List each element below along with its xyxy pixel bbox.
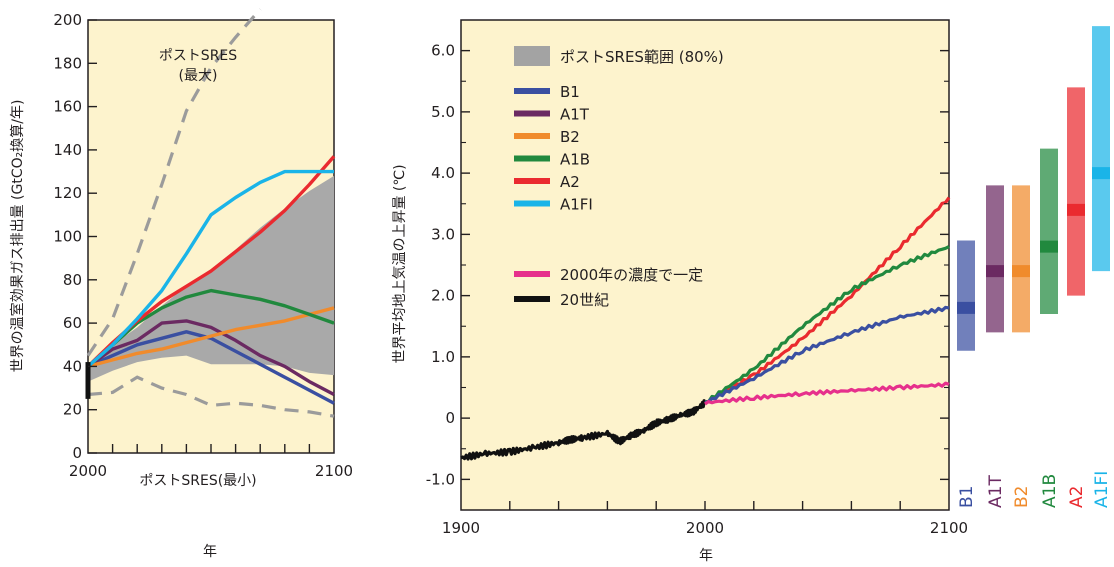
range-bar-best-b1 [957,301,975,314]
temperature-y-tick-label: 5.0 [431,103,455,121]
temperature-y-axis-label: 世界平均地上気温の上昇量 (℃) [392,164,408,363]
temperature-series-layer [460,196,951,461]
range-bar-a2 [1067,87,1085,296]
legend-swatch-a2 [514,178,550,184]
temperature-series-2000 [704,381,950,406]
range-bar-label-a1fi: A1FI [1092,471,1112,508]
temperature-series-a2 [704,196,951,404]
temperature-series-a1b [704,245,950,404]
legend-swatch-extra-1 [514,271,550,277]
emissions-y-tick-label: 120 [53,184,82,202]
emissions-y-tick-label: 180 [53,54,82,72]
emissions-x-tick-label: 2100 [315,462,353,480]
range-bar-best-a1t [986,265,1004,278]
temperature-series-20 [460,399,707,461]
temperature-x-axis-label: 年 [699,548,713,564]
emissions-y-tick-label: 0 [72,444,82,462]
temperature-ticks-layer: -1.0 0 1.0 2.0 3.0 4.0 5.0 6.0 1900 2000 2100 [426,42,968,537]
legend-label-b2: B2 [560,128,580,146]
emissions-y-tick-label: 20 [63,401,82,419]
legend-label-a2: A2 [560,173,580,191]
legend-swatch-range-band [514,46,550,66]
legend-swatch-b2 [514,133,550,139]
emissions-x-tick-label: 2000 [69,462,107,480]
emissions-y-tick-label: 140 [53,141,82,159]
range-bar-label-a2: A2 [1067,486,1087,508]
legend-swatch-a1fi [514,200,550,207]
legend-swatch-a1b [514,155,550,162]
emissions-y-tick-label: 100 [53,228,82,246]
temperature-chart: -1.0 0 1.0 2.0 3.0 4.0 5.0 6.0 1900 2000 2100 ポストS… [392,19,968,564]
emissions-x-axis-label: 年 [203,544,217,560]
temperature-y-tick-label: 6.0 [431,42,455,60]
range-bar-label-b1: B1 [957,486,977,508]
range-bar-a1b [1040,148,1058,314]
temperature-x-tick-label: 2000 [686,519,724,537]
legend-label-extra-2: 20世紀 [560,291,609,309]
emissions-series-a1t [87,319,335,397]
emissions-series-layer [85,155,336,405]
temperature-plot-area [460,19,950,511]
annotation-post-sres-max: ポストSRES [159,48,237,64]
legend-label-extra-1: 2000年の濃度で一定 [560,266,703,284]
temperature-legend: ポストSRES範囲 (80%) B1 A1T B2 A1B A2 A1FI 2000年の濃度で… [514,46,724,309]
range-bar-best-a1fi [1092,167,1110,180]
range-bar-b2 [1012,185,1030,333]
range-bar-b1 [957,240,975,351]
emissions-y-tick-label: 80 [63,271,82,289]
emissions-ticks-layer: 0 20 40 60 80 100 120 140 160 180 200 2000 2100 [53,11,353,480]
temperature-y-tick-label: 3.0 [431,225,455,243]
legend-label-range-band: ポストSRES範囲 (80%) [560,48,724,66]
range-bar-label-b2: B2 [1012,486,1032,508]
legend-label-a1fi: A1FI [560,196,593,214]
temperature-series-b1 [704,305,950,405]
emissions-series-b2 [87,306,335,369]
temperature-y-tick-label: 4.0 [431,164,455,182]
annotation-post-sres-min: ポストSRES(最小) [139,473,256,489]
post-sres-min-line [87,375,335,418]
annotation-post-sres-max-2: (最大) [179,68,218,84]
range-bar-a1fi [1092,26,1110,272]
emissions-chart: 0 20 40 60 80 100 120 140 160 180 200 2000 2100 ポストS… [9,8,353,560]
legend-label-a1b: A1B [560,151,590,169]
legend-swatch-a1t [514,110,550,117]
range-bar-label-a1b: A1B [1040,474,1060,508]
legend-label-b1: B1 [560,83,580,101]
emissions-dashed-layer [86,8,335,418]
temperature-x-tick-label: 2100 [930,519,968,537]
emissions-series-a1fi [86,169,334,368]
emissions-y-tick-label: 200 [53,11,82,29]
temperature-y-tick-label: -1.0 [426,470,455,488]
legend-swatch-b1 [514,88,550,94]
range-bar-best-a1b [1040,240,1058,253]
legend-label-a1t: A1T [560,106,590,124]
emissions-series-b1 [87,330,335,405]
range-bar-best-b2 [1012,265,1030,278]
post-sres-max-line [86,8,262,357]
legend-swatch-extra-2 [514,296,550,302]
emissions-y-axis-label: 世界の温室効果ガス排出量 (GtCO₂換算/年) [9,100,26,373]
range-bar-best-a2 [1067,203,1085,216]
temperature-x-tick-label: 1900 [442,519,480,537]
temperature-y-tick-label: 1.0 [431,348,455,366]
temperature-range-bars: B1 A1T B2 A1B A2 A1FI [957,26,1112,508]
emissions-y-tick-label: 40 [63,357,82,375]
temperature-y-tick-label: 2.0 [431,287,455,305]
temperature-y-tick-label: 0 [445,409,455,427]
range-bar-label-a1t: A1T [986,475,1006,508]
emissions-y-tick-label: 160 [53,98,82,116]
range-bar-a1t [986,185,1004,333]
emissions-y-tick-label: 60 [63,314,82,332]
